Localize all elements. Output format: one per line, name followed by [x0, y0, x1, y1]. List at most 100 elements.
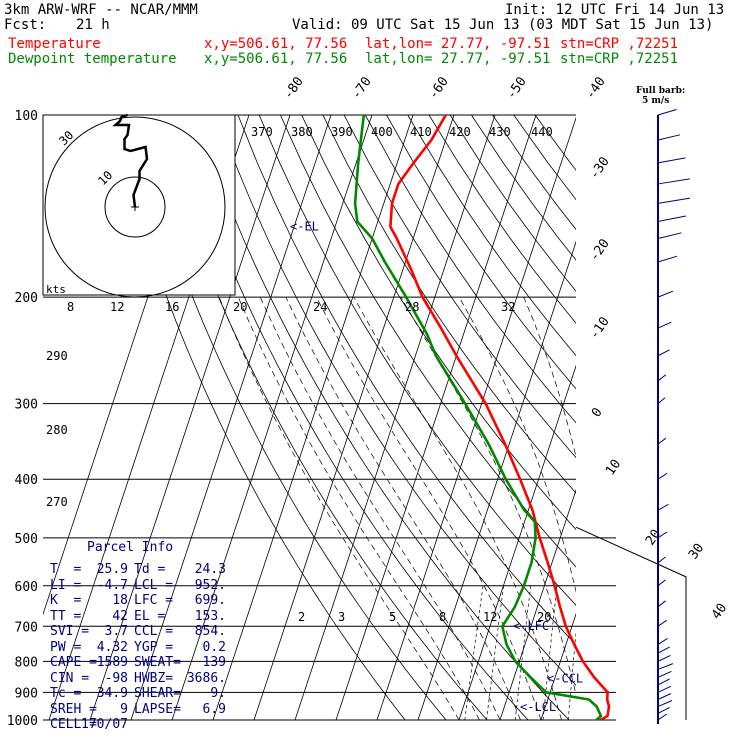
isotherm-10 — [540, 612, 576, 720]
mixing-ratio-label-2: 2 — [298, 610, 305, 624]
temperature-legend-xy: x,y=506.61, 77.56 — [204, 36, 348, 52]
theta-label-380: 380 — [291, 125, 313, 139]
pressure-label-200: 200 — [15, 291, 38, 306]
mixing-ratio-label-20: 20 — [537, 610, 551, 624]
parcel-info-cell: 4.32 — [96, 639, 128, 655]
parcel-info-cell: 3.7 — [104, 624, 128, 639]
parcel-info-cell: LAPSE= — [134, 701, 181, 717]
parcel-info-cell: 170/07 — [81, 717, 128, 732]
temperature-trace — [389, 114, 611, 722]
wind-barb — [657, 215, 686, 223]
isotherm-label--70: -70 — [349, 74, 375, 102]
isotherm--70 — [212, 115, 414, 720]
wind-barb — [657, 503, 669, 511]
parcel-info-cell: 699. — [194, 593, 226, 608]
wind-barb — [657, 232, 682, 239]
isotherm--80 — [171, 115, 373, 720]
wind-barb — [657, 700, 673, 707]
isotherm--60 — [253, 115, 455, 720]
dry-adiabat-label-290: 290 — [46, 349, 68, 363]
parcel-info-cell: SVI = — [50, 624, 90, 639]
moist-adiabat-0 — [259, 296, 501, 720]
parcel-info-cell: 3686. — [186, 670, 226, 686]
parcel-info-cell: 153. — [194, 608, 226, 624]
wind-barb — [657, 255, 678, 263]
theta-label-420: 420 — [449, 125, 471, 139]
isotherm-label--60: -60 — [426, 74, 452, 102]
model-title: 3km ARW-WRF -- NCAR/MMM — [4, 2, 198, 18]
moist-adiabat-35 — [581, 297, 643, 720]
parcel-info-cell: 18 — [112, 593, 128, 608]
pressure-label-100: 100 — [15, 109, 38, 124]
wind-barb — [657, 349, 670, 357]
dry-adiabat-300 — [216, 115, 576, 686]
forecast-hour: 21 h — [76, 17, 110, 33]
parcel-info-cell: CAPE = — [50, 655, 97, 670]
wind-barb — [657, 637, 668, 645]
parcel-info-cell: 0.2 — [202, 639, 226, 655]
wind-barb — [657, 678, 670, 686]
parcel-info-cell: -98 — [104, 670, 128, 686]
hodograph-axis-label-28: 28 — [405, 300, 419, 314]
init-time: Init: 12 UTC Fri 14 Jun 13 — [505, 2, 725, 18]
pressure-label-700: 700 — [15, 620, 38, 635]
isotherm-label--10: -10 — [587, 314, 613, 342]
wind-barb — [657, 706, 670, 714]
mixing-ratio-label-8: 8 — [439, 610, 446, 624]
isotherm--90 — [130, 115, 332, 720]
wind-barb — [657, 600, 666, 608]
dry-adiabat-330 — [280, 115, 576, 568]
dry-adiabat-380 — [386, 115, 576, 390]
parcel-info-cell: Td = — [134, 562, 166, 577]
dry-adiabat-label-270: 270 — [46, 495, 68, 509]
isotherm--20 — [417, 240, 576, 720]
parcel-info-cell: CCL = — [134, 624, 174, 639]
isotherm--30 — [376, 116, 576, 720]
moist-adiabat--5 — [237, 296, 480, 720]
parcel-info-cell: K = — [50, 593, 82, 608]
isotherm-label-10: 10 — [603, 457, 624, 478]
hodograph-axis-label-8: 8 — [67, 300, 74, 314]
isotherm-label-40: 40 — [709, 601, 730, 622]
hodograph-axis-label-20: 20 — [233, 300, 247, 314]
isotherm-label--40: -40 — [583, 74, 609, 102]
dewpoint-legend-xy: x,y=506.61, 77.56 — [204, 51, 348, 67]
parcel-info-cell: 6.9 — [202, 701, 226, 717]
parcel-info-cell: 9 — [120, 701, 128, 717]
mixing-ratio-5 — [514, 585, 532, 720]
isotherm-20 — [582, 115, 740, 720]
wind-barb — [657, 670, 672, 678]
forecast-label: Fcst: — [4, 17, 47, 33]
level-label-ccl: <-CCL — [547, 672, 583, 686]
pressure-label-600: 600 — [15, 580, 38, 595]
isotherm-0 — [499, 488, 576, 720]
barb-legend-title: Full barb: — [636, 86, 686, 96]
wind-barb — [657, 472, 668, 480]
parcel-info-cell: 9. — [210, 686, 226, 701]
mixing-ratio-2 — [464, 585, 484, 720]
theta-label-390: 390 — [331, 125, 353, 139]
wind-barb — [657, 579, 666, 587]
isotherm-label--80: -80 — [281, 74, 307, 102]
parcel-info-cell: T = — [50, 562, 82, 577]
dry-adiabat-310 — [237, 115, 576, 646]
wind-barb — [657, 619, 667, 627]
parcel-info-cell: EL = — [134, 608, 166, 624]
wind-barb — [657, 178, 690, 185]
theta-label-410: 410 — [410, 125, 432, 139]
pressure-label-300: 300 — [15, 398, 38, 413]
wind-barb — [657, 556, 666, 564]
hodograph-axis-label-32: 32 — [501, 300, 515, 314]
hodograph-ring-inner — [104, 176, 166, 238]
wind-barb — [657, 663, 674, 670]
valid-time: Valid: 09 UTC Sat 15 Jun 13 (03 MDT Sat … — [292, 17, 714, 33]
moist-adiabat-15 — [353, 296, 562, 720]
isotherm-50 — [705, 115, 740, 720]
mixing-ratio-12 — [567, 629, 576, 720]
level-label-lfc: <-LFC — [513, 619, 549, 633]
mixing-ratio-3 — [486, 585, 504, 720]
dry-adiabat-label-280: 280 — [46, 423, 68, 437]
dewpoint-legend-station: stn=CRP ,72251 — [560, 51, 679, 67]
dry-adiabat-260 — [131, 115, 447, 720]
wind-barb — [657, 397, 666, 405]
